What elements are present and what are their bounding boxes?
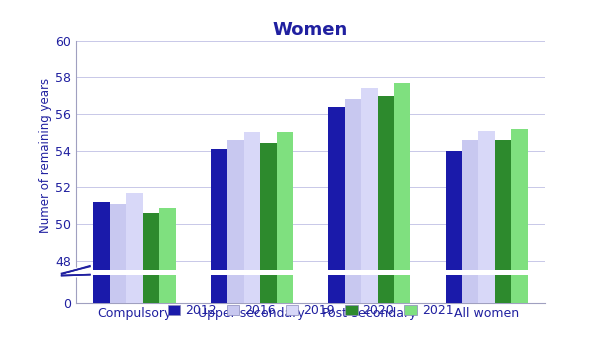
Bar (511, 129, 528, 340)
Title: Women: Women (273, 21, 348, 39)
Bar (394, 83, 410, 340)
Bar (260, 143, 276, 340)
Bar (511, 0, 528, 303)
Bar (159, 0, 176, 303)
Bar (93, 0, 110, 303)
Bar (479, 0, 495, 303)
Bar (361, 88, 378, 340)
Bar (479, 131, 495, 340)
Bar (328, 0, 345, 303)
Bar (345, 100, 361, 340)
Y-axis label: Numer of remaining years: Numer of remaining years (39, 78, 52, 233)
Bar (142, 213, 159, 340)
Bar (361, 0, 378, 303)
Bar (244, 0, 260, 303)
Bar (378, 96, 394, 340)
Bar (378, 0, 394, 303)
Bar (495, 140, 511, 340)
Bar (328, 107, 345, 340)
Bar (110, 0, 126, 303)
Legend: 2012, 2016, 2019, 2020, 2021: 2012, 2016, 2019, 2020, 2021 (162, 300, 459, 322)
Bar (462, 140, 479, 340)
Bar (211, 0, 227, 303)
Bar (445, 0, 462, 303)
Bar (126, 0, 142, 303)
Bar (227, 0, 244, 303)
Bar (126, 193, 142, 340)
Bar (211, 149, 227, 340)
Bar (345, 0, 361, 303)
Bar (445, 151, 462, 340)
Bar (276, 133, 293, 340)
Bar (462, 0, 479, 303)
Bar (260, 0, 276, 303)
Bar (394, 0, 410, 303)
Bar (142, 0, 159, 303)
Bar (276, 0, 293, 303)
Bar (159, 208, 176, 340)
Bar (110, 204, 126, 340)
Bar (93, 202, 110, 340)
Bar (495, 0, 511, 303)
Bar (244, 133, 260, 340)
Bar (227, 140, 244, 340)
